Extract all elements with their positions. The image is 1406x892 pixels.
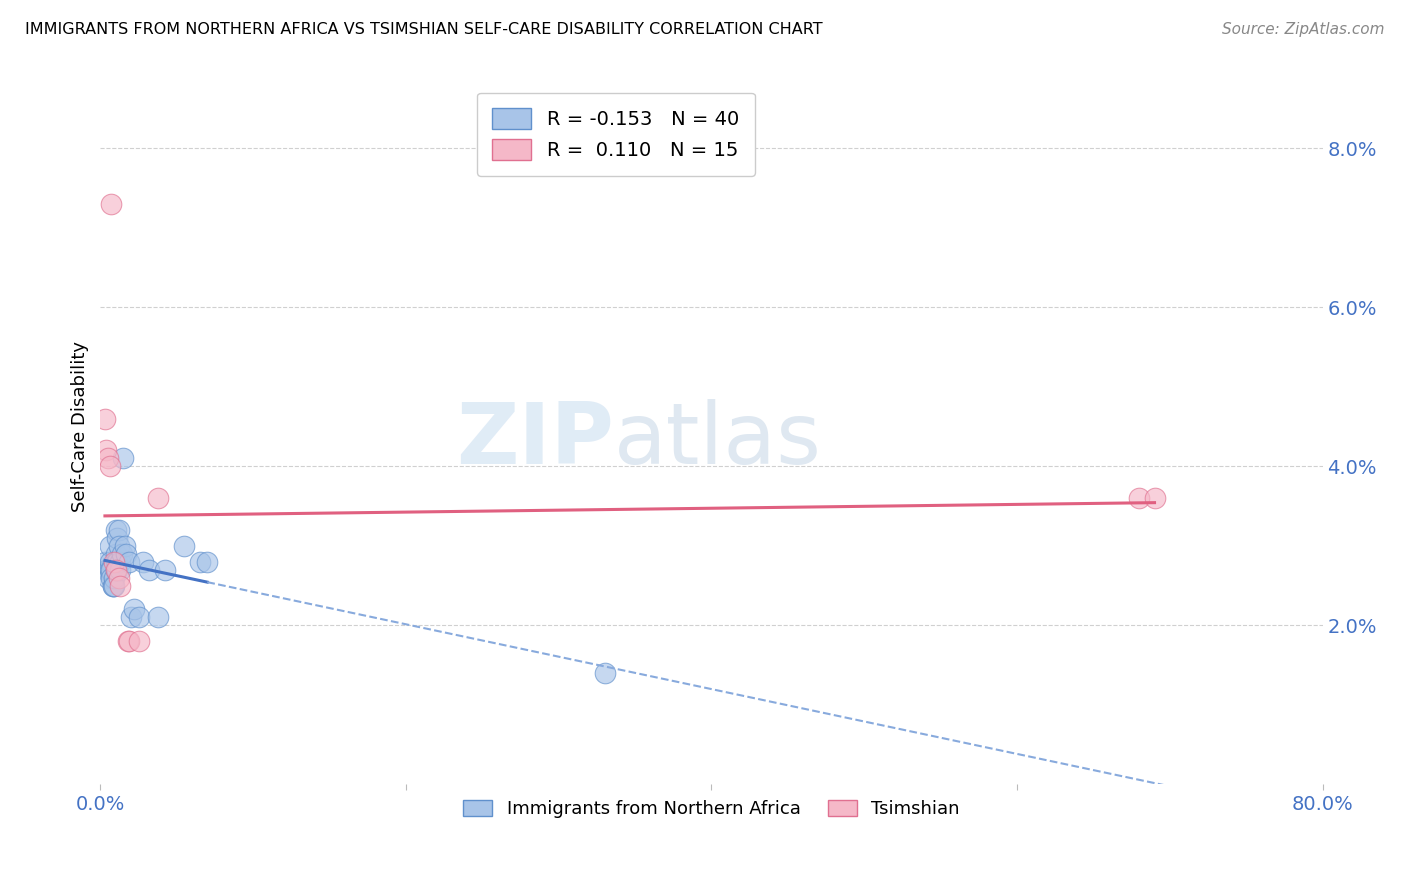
Point (128, 634, 150, 648)
Point (148, 610, 170, 624)
Point (98, 563, 121, 577)
Point (101, 578, 124, 592)
Point (114, 539, 136, 553)
Point (96, 563, 118, 577)
Point (1143, 491, 1166, 505)
Point (97, 571, 120, 585)
Point (108, 563, 131, 577)
Point (148, 491, 170, 505)
Point (97, 563, 120, 577)
Point (97, 451, 120, 466)
Point (115, 547, 138, 561)
Point (120, 610, 142, 624)
Point (104, 563, 127, 577)
Point (104, 523, 127, 537)
Text: Source: ZipAtlas.com: Source: ZipAtlas.com (1222, 22, 1385, 37)
Text: atlas: atlas (613, 400, 821, 483)
Point (101, 578, 124, 592)
Point (98, 539, 121, 553)
Point (104, 563, 127, 577)
Point (118, 634, 141, 648)
Legend: Immigrants from Northern Africa, Tsimshian: Immigrants from Northern Africa, Tsimshi… (456, 793, 967, 825)
Point (593, 666, 616, 681)
Point (105, 555, 128, 569)
Point (105, 531, 128, 545)
Point (104, 547, 127, 561)
Point (117, 634, 139, 648)
Point (188, 555, 211, 569)
Point (173, 539, 195, 553)
Point (103, 555, 125, 569)
Point (100, 571, 122, 585)
Point (111, 547, 134, 561)
Text: IMMIGRANTS FROM NORTHERN AFRICA VS TSIMSHIAN SELF-CARE DISABILITY CORRELATION CH: IMMIGRANTS FROM NORTHERN AFRICA VS TSIMS… (25, 22, 823, 37)
Point (105, 563, 128, 577)
Point (103, 571, 125, 585)
Point (108, 578, 131, 592)
Point (108, 555, 131, 569)
Point (104, 555, 127, 569)
Point (100, 563, 122, 577)
Point (112, 451, 135, 466)
Point (107, 523, 129, 537)
Point (103, 578, 125, 592)
Point (96, 443, 118, 458)
Point (107, 539, 129, 553)
Point (138, 563, 160, 577)
Point (94, 555, 117, 569)
Point (94, 411, 117, 425)
Point (153, 563, 176, 577)
Text: ZIP: ZIP (456, 400, 613, 483)
Point (122, 602, 145, 616)
Point (195, 555, 218, 569)
Point (1128, 491, 1150, 505)
Point (100, 196, 122, 211)
Point (98, 555, 121, 569)
Point (132, 555, 155, 569)
Y-axis label: Self-Care Disability: Self-Care Disability (72, 341, 89, 512)
Point (118, 555, 141, 569)
Point (128, 610, 150, 624)
Point (107, 571, 129, 585)
Point (98, 459, 121, 474)
